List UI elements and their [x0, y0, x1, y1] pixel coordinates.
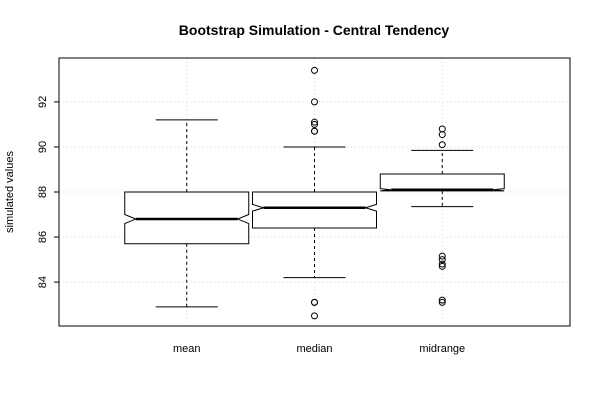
outlier-point: [311, 118, 318, 126]
outlier-point: [438, 298, 446, 306]
outlier-point: [311, 120, 318, 128]
boxes-layer: [124, 66, 505, 320]
grid-layer: [59, 58, 570, 326]
x-axis: mean median midrange: [173, 343, 465, 355]
box-median: [252, 66, 377, 320]
outlier-point: [311, 66, 318, 74]
outlier-point: [438, 252, 446, 260]
y-tick-label: 90: [37, 141, 49, 153]
notched-box: [379, 173, 505, 192]
x-tick-label: median: [296, 343, 332, 355]
x-tick-label: mean: [173, 343, 201, 355]
y-tick-label: 86: [37, 231, 49, 243]
x-tick-label: midrange: [419, 343, 465, 355]
chart-title: Bootstrap Simulation - Central Tendency: [179, 22, 450, 38]
notched-box: [252, 191, 377, 229]
outlier-point: [438, 260, 446, 268]
outlier-point: [311, 298, 318, 306]
outlier-point: [311, 127, 318, 135]
y-tick-label: 84: [37, 276, 49, 288]
outlier-point: [438, 256, 446, 264]
y-tick-label: 92: [37, 96, 49, 108]
y-tick-label: 88: [37, 186, 49, 198]
y-axis: 84 86 88 90 92: [37, 96, 59, 288]
box-midrange: [379, 125, 505, 306]
outlier-point: [438, 141, 446, 149]
outlier-point: [438, 262, 446, 270]
outlier-point: [311, 312, 318, 320]
outlier-point: [438, 131, 446, 139]
box-mean: [124, 119, 250, 308]
outlier-point: [311, 98, 318, 106]
outlier-point: [438, 296, 446, 304]
y-axis-label: simulated values: [4, 151, 16, 233]
